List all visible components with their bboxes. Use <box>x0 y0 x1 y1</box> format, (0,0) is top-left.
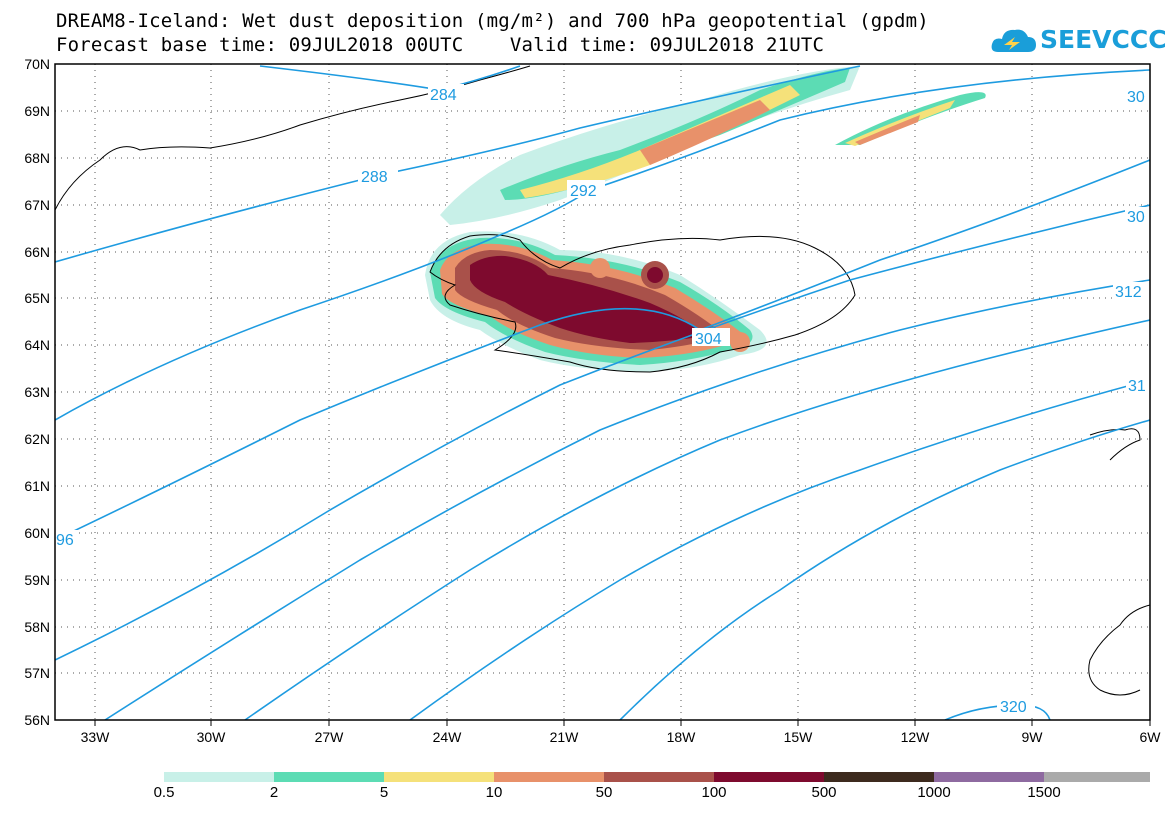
legend-tick: 0.5 <box>153 784 175 801</box>
lon-label: 12W <box>901 729 931 745</box>
legend-swatch-4 <box>604 772 714 782</box>
longitude-labels: 33W 30W 27W 24W 21W 18W 15W 12W 9W 6W <box>81 729 1162 745</box>
lon-label: 15W <box>784 729 814 745</box>
legend-swatch-6 <box>824 772 934 782</box>
lat-label: 66N <box>24 244 50 260</box>
lat-label: 69N <box>24 103 50 119</box>
lon-label: 6W <box>1140 729 1162 745</box>
legend-tick: 10 <box>485 784 503 801</box>
iceland-coast <box>429 234 856 373</box>
legend-tick: 5 <box>379 784 389 801</box>
forecast-times: Forecast base time: 09JUL2018 00UTC Vali… <box>56 34 825 56</box>
lat-label: 57N <box>24 665 50 681</box>
legend-swatch-8 <box>1044 772 1150 782</box>
contour-label-30a: 30 <box>1127 89 1145 106</box>
lat-label: 62N <box>24 431 50 447</box>
faroe-coast <box>1089 428 1141 461</box>
tick-marks <box>94 720 1151 726</box>
legend-swatch-1 <box>274 772 384 782</box>
lon-label: 33W <box>81 729 111 745</box>
contour-labels: 284 288 292 304 30 30 312 31 96 320 <box>55 84 1150 716</box>
geopotential-contours <box>55 65 1150 720</box>
legend-swatch-5 <box>714 772 824 782</box>
lat-label: 60N <box>24 525 50 541</box>
contour-label-288: 288 <box>361 169 388 186</box>
contour-label-30b: 30 <box>1127 209 1145 226</box>
contour-label-284: 284 <box>430 87 457 104</box>
lat-label: 64N <box>24 337 50 353</box>
lat-label: 58N <box>24 619 50 635</box>
contour-label-312: 312 <box>1115 284 1142 301</box>
contour-label-31: 31 <box>1128 378 1146 395</box>
contour-label-96: 96 <box>56 532 74 549</box>
seevccc-logo: SEEVCCC <box>990 20 1167 60</box>
legend-tick: 100 <box>701 784 727 801</box>
legend-tick: 1500 <box>1027 784 1061 801</box>
dust-deposition-field <box>425 66 986 372</box>
legend-swatch-2 <box>384 772 494 782</box>
lat-label: 63N <box>24 384 50 400</box>
lon-label: 24W <box>433 729 463 745</box>
lon-label: 30W <box>197 729 227 745</box>
legend-tick: 1000 <box>917 784 951 801</box>
lat-label: 67N <box>24 197 50 213</box>
lat-label: 56N <box>24 712 50 728</box>
cloud-icon <box>991 29 1036 52</box>
map-title: DREAM8-Iceland: Wet dust deposition (mg/… <box>56 10 929 32</box>
contour-label-320: 320 <box>1000 699 1027 716</box>
map-frame <box>54 63 1151 721</box>
contour-label-304: 304 <box>695 331 722 348</box>
legend-tick: 2 <box>269 784 279 801</box>
lat-label: 70N <box>24 56 50 72</box>
latitude-labels: 70N 69N 68N 67N 66N 65N 64N 63N 62N 61N … <box>24 56 50 728</box>
lat-label: 59N <box>24 572 50 588</box>
logo-text: SEEVCCC <box>1040 25 1167 54</box>
legend-swatch-0 <box>164 772 274 782</box>
contour-label-292: 292 <box>570 183 597 200</box>
lat-label: 68N <box>24 150 50 166</box>
legend-swatch-3 <box>494 772 604 782</box>
legend-tick: 50 <box>595 784 613 801</box>
lat-label: 65N <box>24 290 50 306</box>
scotland-coast <box>1088 604 1150 696</box>
lon-label: 18W <box>667 729 697 745</box>
legend-tick: 500 <box>811 784 837 801</box>
legend-swatch-7 <box>934 772 1044 782</box>
lon-label: 21W <box>550 729 580 745</box>
graticule <box>55 64 1150 720</box>
lat-label: 61N <box>24 478 50 494</box>
lon-label: 9W <box>1022 729 1044 745</box>
lon-label: 27W <box>315 729 345 745</box>
